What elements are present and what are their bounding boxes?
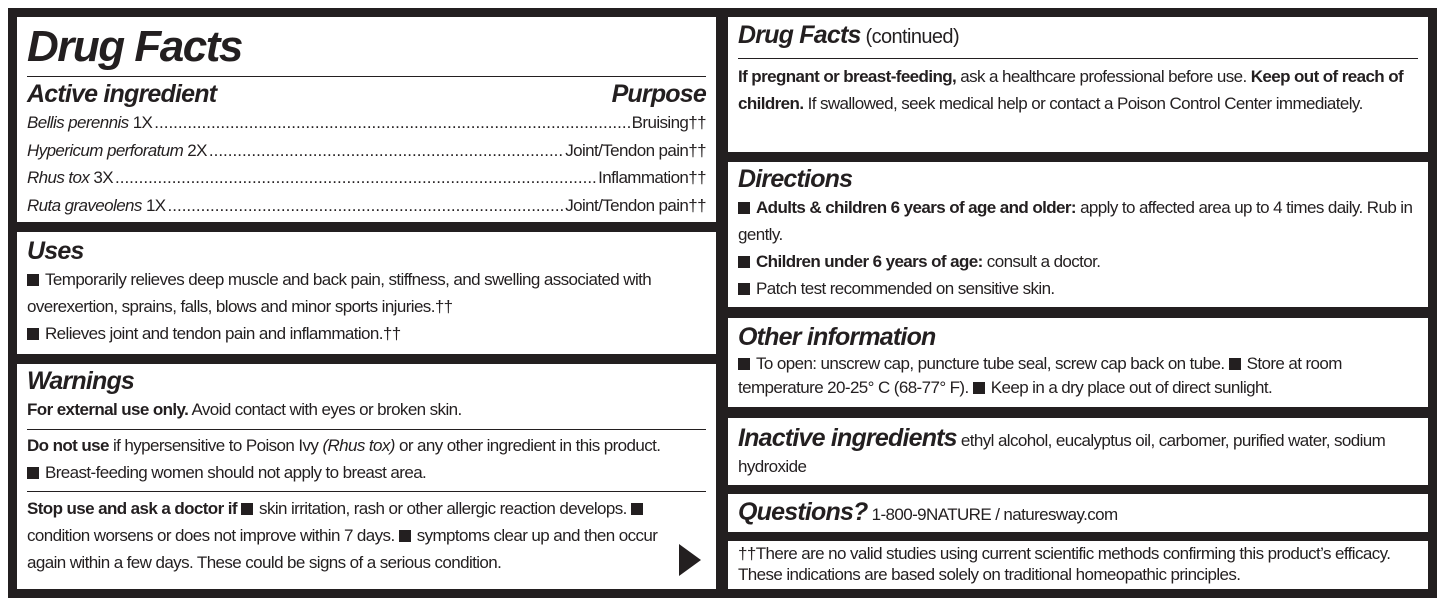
ingredient-row: Hypericum perforatum 2X Joint/Tendon pain… <box>27 137 707 165</box>
external-use-warning: For external use only. Avoid contact wit… <box>27 400 462 419</box>
leader-dots <box>115 164 596 192</box>
continued-panel: Drug Facts (continued) If pregnant or br… <box>728 17 1428 152</box>
uses-panel: Uses Temporarily relieves deep muscle an… <box>17 232 716 354</box>
stop-use-warning: Stop use and ask a doctor if skin irrita… <box>27 499 658 572</box>
inactive-ingredients-text: ethyl alcohol, eucalyptus oil, carbomer,… <box>738 431 1386 476</box>
directions-adults: Adults & children 6 years of age and old… <box>738 198 1413 244</box>
ingredient-dose: 1X <box>132 113 153 132</box>
inactive-ingredients-panel: Inactive ingredients ethyl alcohol, euca… <box>728 418 1428 485</box>
do-not-use-warning: Do not use if hypersensitive to Poison I… <box>27 436 661 455</box>
leader-dots <box>168 192 564 220</box>
bullet-square-icon <box>738 256 750 268</box>
leader-dots <box>209 137 563 165</box>
bullet-square-icon <box>738 283 750 295</box>
page-title: Drug Facts <box>27 22 243 71</box>
other-information-heading: Other information <box>738 323 936 351</box>
ingredient-list: Bellis perennis 1X Bruising†† Hypericum pe… <box>27 109 707 220</box>
directions-children: Children under 6 years of age: consult a… <box>738 248 1418 275</box>
uses-heading: Uses <box>27 237 84 265</box>
other-information-text: To open: unscrew cap, puncture tube seal… <box>738 354 1342 397</box>
questions-heading: Questions? <box>738 498 868 526</box>
questions-contact: 1-800-9NATURE / naturesway.com <box>867 505 1119 524</box>
bullet-square-icon <box>27 467 39 479</box>
play-arrow-icon <box>679 544 701 576</box>
questions-panel: Questions? 1-800-9NATURE / naturesway.co… <box>728 494 1428 532</box>
directions-heading: Directions <box>738 165 853 193</box>
active-ingredient-heading: Active ingredient <box>27 80 217 108</box>
pregnancy-warning: If pregnant or breast-feeding, ask a hea… <box>738 67 1404 113</box>
active-ingredients-panel: Drug Facts Active ingredient Purpose Bel… <box>17 17 716 222</box>
bullet-square-icon <box>27 328 39 340</box>
directions-patch-test: Patch test recommended on sensitive skin… <box>738 275 1418 302</box>
bullet-square-icon <box>27 274 39 286</box>
directions-panel: Directions Adults & children 6 years of … <box>728 162 1428 307</box>
other-information-panel: Other information To open: unscrew cap, … <box>728 318 1428 407</box>
ingredient-name: Bellis perennis <box>27 113 129 132</box>
breast-feeding-warning: Breast-feeding women should not apply to… <box>27 459 706 491</box>
purpose-heading: Purpose <box>611 80 707 108</box>
inactive-ingredients-heading: Inactive ingredients <box>738 424 958 452</box>
uses-item: Relieves joint and tendon pain and infla… <box>27 320 706 347</box>
ingredient-dose: 3X <box>93 168 114 187</box>
bullet-square-icon <box>738 202 750 214</box>
ingredient-dose: 2X <box>187 140 207 160</box>
bullet-square-icon <box>972 382 985 394</box>
ingredient-purpose: Inflammation†† <box>598 168 706 187</box>
ingredient-purpose: Bruising†† <box>631 113 707 132</box>
ingredient-name: Rhus tox <box>27 168 90 187</box>
bullet-square-icon <box>241 503 254 515</box>
uses-item: Temporarily relieves deep muscle and bac… <box>27 270 652 316</box>
bullet-square-icon <box>1228 358 1241 370</box>
footnote-text: ††There are no valid studies using curre… <box>738 544 1391 584</box>
bullet-square-icon <box>738 358 750 370</box>
bullet-square-icon <box>398 530 411 542</box>
warnings-panel: Warnings For external use only. Avoid co… <box>17 364 716 589</box>
ingredient-dose: 1X <box>145 195 166 215</box>
ingredient-name: Hypericum perforatum <box>27 140 184 160</box>
ingredient-row: Ruta graveolens 1X Joint/Tendon pain†† <box>27 192 707 220</box>
ingredient-purpose: Joint/Tendon pain†† <box>565 140 706 160</box>
footnote-panel: ††There are no valid studies using curre… <box>728 541 1428 589</box>
ingredient-purpose: Joint/Tendon pain†† <box>565 195 706 215</box>
ingredient-row: Rhus tox 3X Inflammation†† <box>27 164 707 192</box>
bullet-square-icon <box>630 503 643 515</box>
warnings-heading: Warnings <box>27 367 135 395</box>
continued-title: Drug Facts <box>738 21 861 49</box>
leader-dots <box>154 109 629 137</box>
ingredient-name: Ruta graveolens <box>27 195 142 215</box>
ingredient-row: Bellis perennis 1X Bruising†† <box>27 109 707 137</box>
